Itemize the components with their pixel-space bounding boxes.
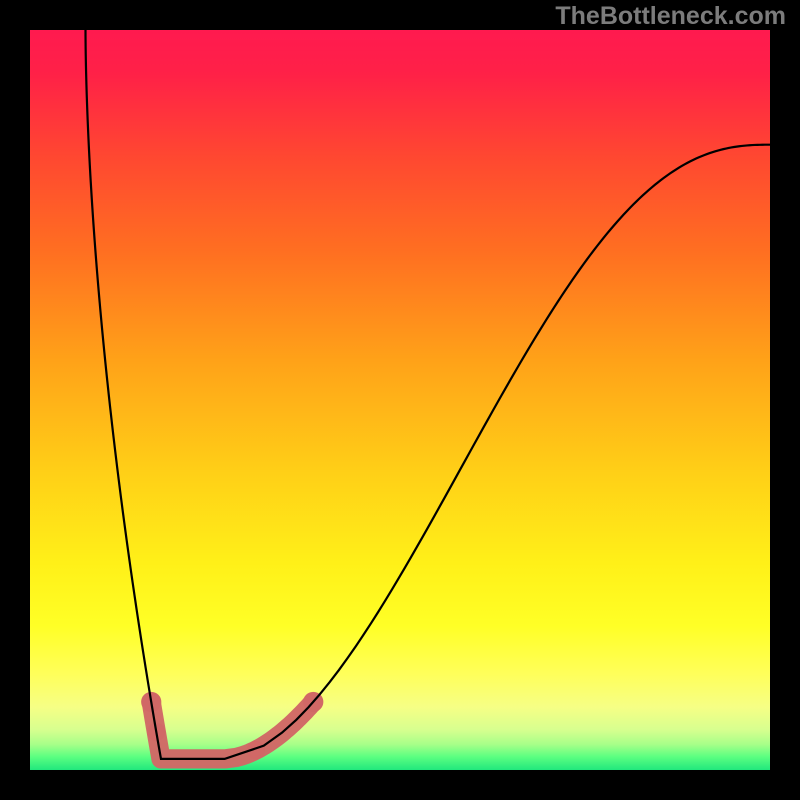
watermark-text: TheBottleneck.com: [555, 2, 786, 31]
chart-svg: [30, 30, 770, 770]
gradient-background: [30, 30, 770, 770]
plot-area: [30, 30, 770, 770]
chart-root: TheBottleneck.com: [0, 0, 800, 800]
